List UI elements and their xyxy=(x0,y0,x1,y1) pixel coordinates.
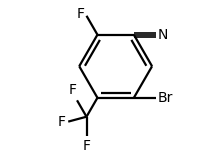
Text: F: F xyxy=(76,7,84,21)
Text: F: F xyxy=(82,139,90,153)
Text: F: F xyxy=(69,83,77,97)
Text: Br: Br xyxy=(158,91,173,105)
Text: F: F xyxy=(57,115,65,129)
Text: N: N xyxy=(158,28,168,42)
